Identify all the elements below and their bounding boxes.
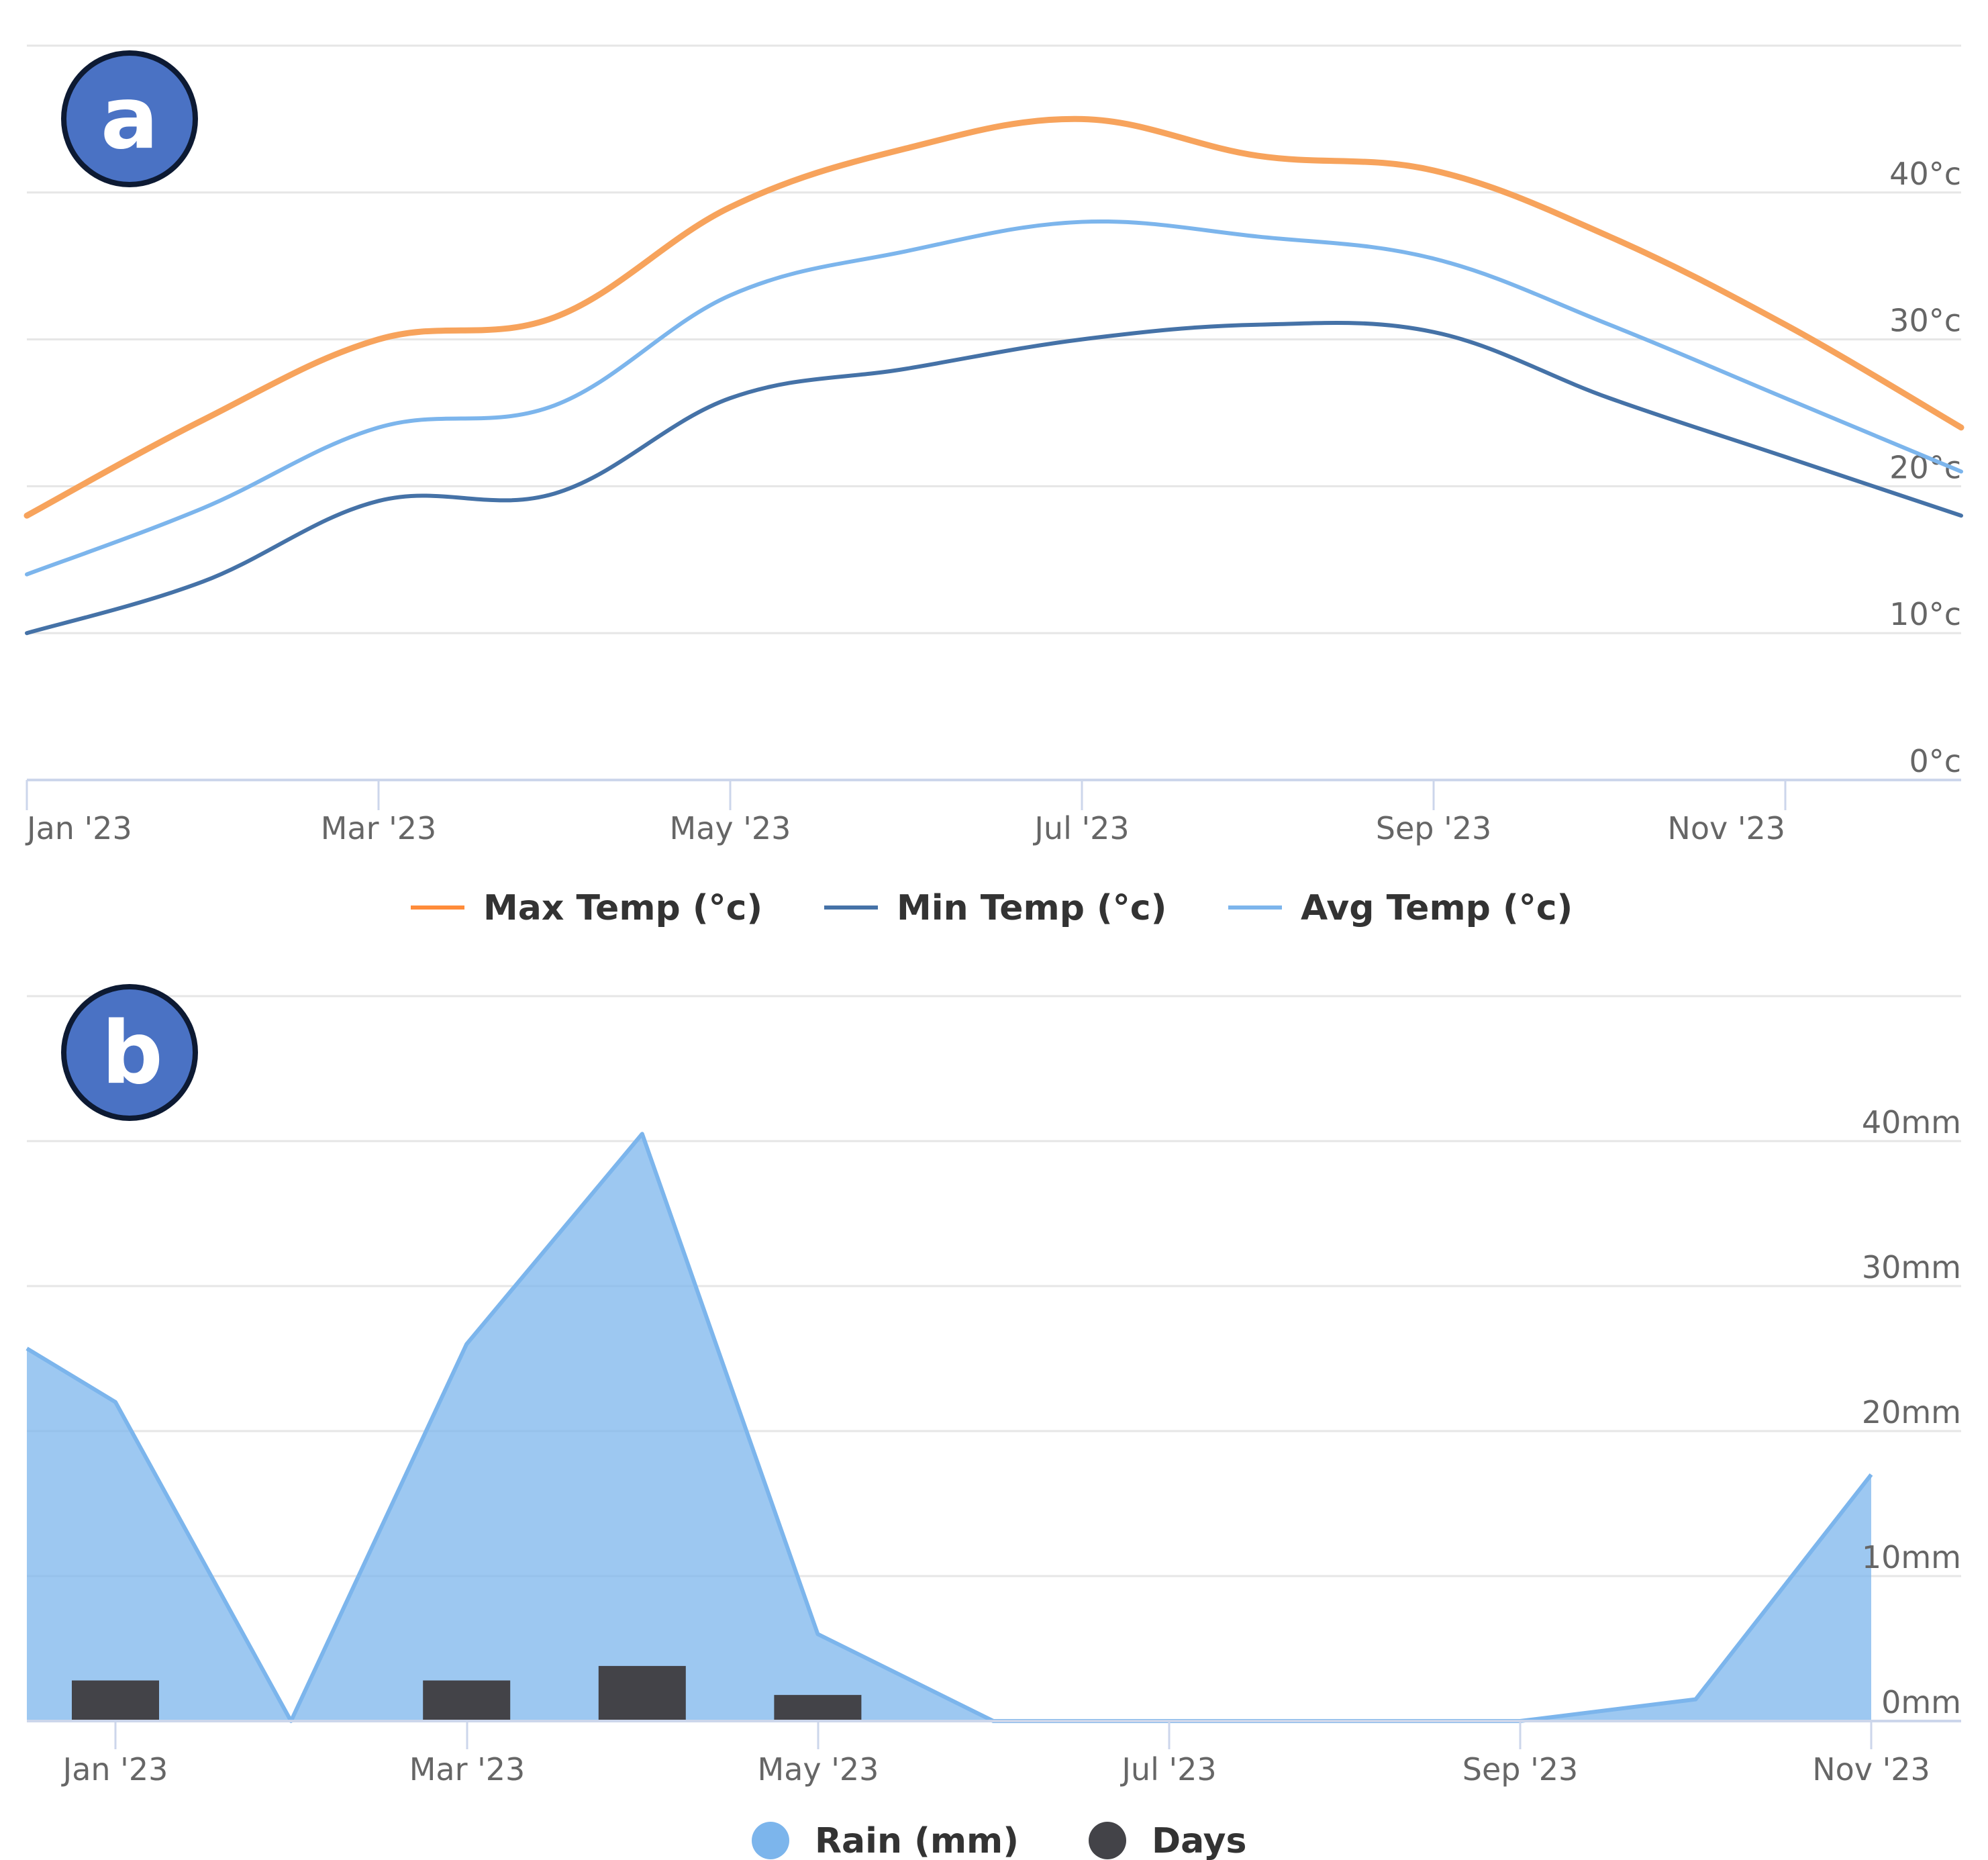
y-tick-label: 30mm — [1862, 1249, 1961, 1285]
x-tick-label: Jan '23 — [25, 810, 132, 846]
rain-line — [26, 1132, 1873, 1723]
series-line-avg-temp-c — [25, 219, 1963, 577]
legend-label-rain-mm[interactable]: Rain (mm) — [815, 1821, 1019, 1860]
y-tick-label: 10mm — [1862, 1539, 1961, 1575]
legend-swatch-days — [1089, 1822, 1126, 1859]
days-bar — [423, 1680, 511, 1721]
series-line-max-temp-c — [23, 115, 1965, 519]
x-tick-label: Mar '23 — [321, 810, 437, 846]
panel-label-b: b — [101, 1004, 163, 1104]
x-tick-label: Jul '23 — [1120, 1751, 1216, 1788]
x-tick-label: Sep '23 — [1462, 1751, 1579, 1788]
x-tick-label: Nov '23 — [1667, 810, 1785, 846]
legend-label-avg-temp-c[interactable]: Avg Temp (°c) — [1301, 888, 1573, 928]
x-tick-label: Mar '23 — [409, 1751, 526, 1788]
y-tick-label: 30°c — [1889, 303, 1961, 339]
y-tick-label: 0°c — [1909, 743, 1961, 779]
series-line-min-temp-c — [25, 321, 1963, 636]
panel-label-a: a — [101, 68, 158, 168]
temperature-chart-panel: 0°c 10°c 20°c 30°c 40°c Jan '23 Mar '23 May '2… — [23, 44, 1965, 928]
panel-label-a-badge: a — [61, 50, 198, 187]
y-tick-label: 40°c — [1889, 156, 1961, 192]
days-bar — [72, 1680, 159, 1721]
panel-label-b-badge: b — [61, 984, 198, 1121]
x-tick-label: Jan '23 — [61, 1751, 168, 1788]
legend-label-min-temp-c[interactable]: Min Temp (°c) — [897, 888, 1166, 928]
x-tick-label: Nov '23 — [1812, 1751, 1930, 1788]
rain-area — [27, 1134, 1871, 1721]
temperature-chart: 0°c10°c20°c30°c40°c Jan '23 Mar '23 May '2… — [23, 44, 1965, 928]
x-tick-label: May '23 — [670, 810, 791, 846]
legend-swatch-rain-mm — [752, 1822, 789, 1859]
y-tick-label: 40mm — [1862, 1104, 1961, 1140]
legend-label-max-temp-c[interactable]: Max Temp (°c) — [483, 888, 762, 928]
y-tick-label: 10°c — [1889, 596, 1961, 632]
rainfall-chart: 0mm 10mm 20mm 30mm 40mm Jan '23 Mar '23 May '2… — [26, 984, 1961, 1860]
days-bar — [598, 1665, 686, 1721]
y-tick-label: 20mm — [1862, 1394, 1961, 1430]
x-tick-label: Sep '23 — [1376, 810, 1492, 846]
x-tick-label: May '23 — [758, 1751, 879, 1788]
x-tick-label: Jul '23 — [1032, 810, 1129, 846]
days-bar — [774, 1695, 862, 1721]
y-tick-label: 0mm — [1881, 1684, 1961, 1720]
rainfall-chart-panel: 0mm 10mm 20mm 30mm 40mm Jan '23 Mar '23 May '2… — [0, 940, 1988, 1860]
legend-label-days[interactable]: Days — [1152, 1821, 1247, 1860]
